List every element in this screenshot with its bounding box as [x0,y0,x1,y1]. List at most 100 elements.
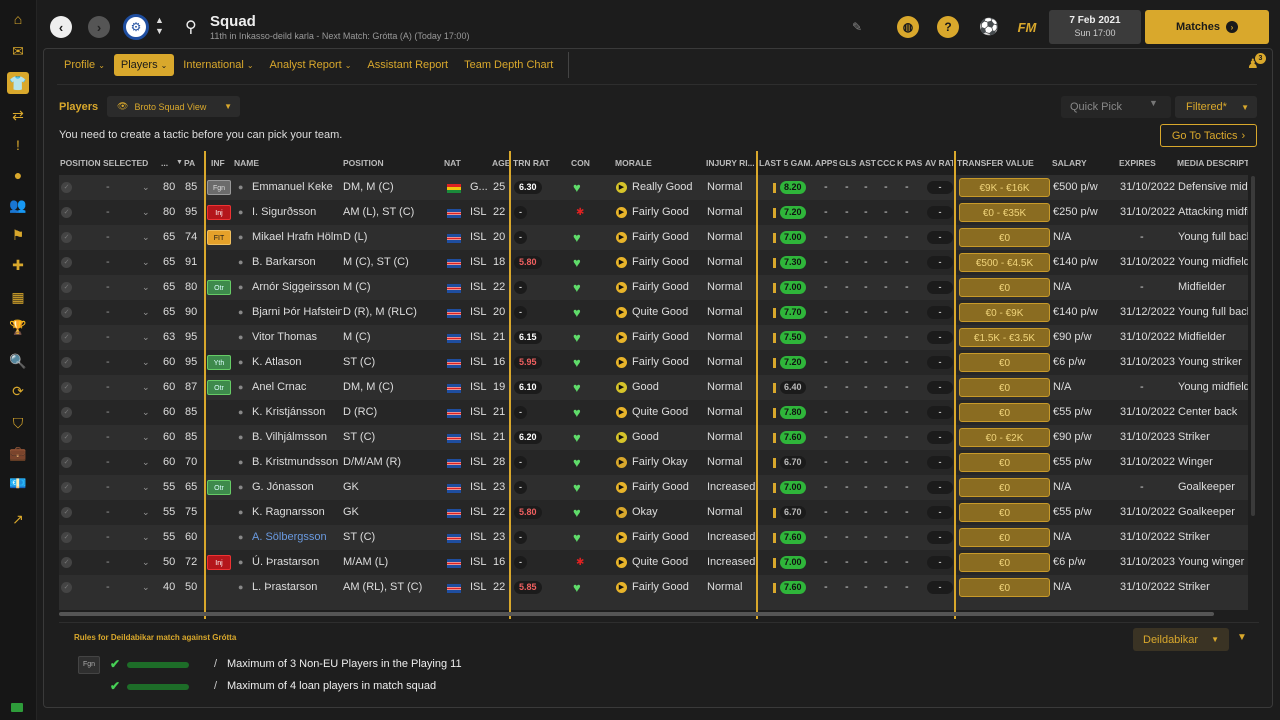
info-badge[interactable]: Otr [207,280,231,295]
tab-team-depth-chart[interactable]: Team Depth Chart [457,54,560,76]
row-expand-icon[interactable]: ⌄ [142,382,150,392]
player-name[interactable]: A. Sölbergsson [252,531,327,543]
player-name[interactable]: K. Kristjánsson [252,406,326,418]
table-row[interactable]: ✓ - ⌄ 55 60 ● A. Sölbergsson ST (C) ISL 23- ♥ ▶ Fair… [59,525,1248,550]
table-row[interactable]: ✓ - ⌄ 60 70 ● B. Kristmundsson D/M/AM (R) ISL 28-… [59,450,1248,475]
header-gls[interactable]: GLS [839,158,857,168]
matches-button[interactable]: Matches › [1145,10,1269,44]
table-row[interactable] [59,600,1248,610]
select-toggle[interactable]: ✓ [61,557,72,568]
filter-button[interactable]: Filtered* ▼ [1175,96,1257,118]
finances-icon[interactable]: 💼 [9,444,27,461]
table-row[interactable]: ✓ - ⌄ 65 74 FIT ● Mikael Hrafn Hölm D (L) ISL 20- ♥… [59,225,1248,250]
header-media[interactable]: MEDIA DESCRIPTION [1177,158,1248,168]
row-expand-icon[interactable]: ⌄ [142,332,150,342]
player-name[interactable]: Emmanuel Keke [252,181,333,193]
row-expand-icon[interactable]: ⌄ [142,432,150,442]
transfer-value[interactable]: €0 - €2K [959,428,1050,447]
club-vision-icon[interactable]: ⛉ [12,414,24,431]
header-age[interactable]: AGE [492,158,511,168]
header-expires[interactable]: EXPIRES [1119,158,1156,168]
player-name[interactable]: Anel Crnac [252,381,307,393]
table-row[interactable]: ✓ - ⌄ 60 85 ● B. Vilhjálmsson ST (C) ISL 21 6.20 ♥ ▶… [59,425,1248,450]
transfer-value[interactable]: €0 [959,553,1050,572]
transfer-value[interactable]: €0 [959,353,1050,372]
table-row[interactable]: ✓ - ⌄ 63 95 ● Vitor Thomas M (C) ISL 21 6.15 ♥ ▶ Fair… [59,325,1248,350]
squad-icon[interactable]: 👕 [7,72,29,94]
select-toggle[interactable]: ✓ [61,282,72,293]
header-morale[interactable]: MORALE [615,158,652,168]
edit-icon[interactable]: ✎ [852,20,863,34]
staff-icon[interactable]: 👥 [9,196,27,213]
player-name[interactable]: Mikael Hrafn Hölm [252,231,342,243]
back-button[interactable]: ‹ [50,16,72,38]
header-name[interactable]: NAME [234,158,260,168]
header-transfer-value[interactable]: TRANSFER VALUE [957,158,1034,168]
transfer-value[interactable]: €0 - €9K [959,303,1050,322]
tactics-icon[interactable]: ● [13,167,23,183]
tab-assistant-report[interactable]: Assistant Report [360,54,455,76]
info-badge[interactable]: Inj [207,555,231,570]
select-toggle[interactable]: ✓ [61,407,72,418]
player-name[interactable]: B. Vilhjálmsson [252,431,327,443]
globe-icon[interactable]: ◍ [897,16,919,38]
transfer-value[interactable]: €1.5K - €3.5K [959,328,1050,347]
stats-icon[interactable]: ↗ [12,510,24,527]
row-expand-icon[interactable]: ⌄ [142,482,150,492]
header-injury[interactable]: INJURY RI... [706,158,754,168]
quick-pick-button[interactable]: Quick Pick [1061,96,1171,118]
row-expand-icon[interactable]: ⌄ [142,407,150,417]
transfers-icon[interactable]: ⇄ [12,106,24,123]
header-apps[interactable]: APPS [815,158,837,168]
trophy-icon[interactable]: 🏆 [9,318,27,335]
football-icon[interactable]: ⚽ [979,19,999,36]
table-row[interactable]: ✓ - ⌄ 40 50 ● L. Þrastarson AM (RL), ST (C) ISL 2… [59,575,1248,600]
header-trn-rat[interactable]: TRN RAT [513,158,550,168]
select-toggle[interactable]: ✓ [61,307,72,318]
select-toggle[interactable]: ✓ [61,532,72,543]
transfer-value[interactable]: €0 [959,278,1050,297]
refresh-icon[interactable]: ⟳ [12,382,24,399]
table-row[interactable]: ✓ - ⌄ 65 80 Otr ● Arnór Siggeirsson M (C) ISL 22- ♥… [59,275,1248,300]
table-row[interactable]: ✓ - ⌄ 80 85 Fgn ● Emmanuel Keke DM, M (C) G... 25 6… [59,175,1248,200]
player-name[interactable]: Arnór Siggeirsson [252,281,340,293]
date-display[interactable]: 7 Feb 2021 Sun 17:00 [1049,10,1141,44]
select-toggle[interactable]: ✓ [61,332,72,343]
collapse-icon[interactable]: ▼ [1237,632,1247,643]
table-row[interactable]: ✓ - ⌄ 50 72 Inj ● Ú. Þrastarson M/AM (L) ISL 16- ✱ ▶… [59,550,1248,575]
player-name[interactable]: Bjarni Þór Hafstein [252,306,342,318]
player-name[interactable]: G. Jónasson [252,481,314,493]
player-name[interactable]: K. Atlason [252,356,302,368]
schedule-icon[interactable]: ▦ [11,288,25,305]
player-name[interactable]: Vitor Thomas [252,331,318,343]
transfer-value[interactable]: €0 [959,528,1050,547]
dynamics-icon[interactable]: ! [16,137,20,153]
row-expand-icon[interactable]: ⌄ [142,557,150,567]
scouting-icon[interactable]: 🔍 [9,352,27,369]
inbox-icon[interactable]: ✉ [12,42,24,59]
transfer-value[interactable]: €0 [959,503,1050,522]
transfer-value[interactable]: €0 - €35K [959,203,1050,222]
row-expand-icon[interactable]: ⌄ [142,307,150,317]
table-row[interactable]: ✓ - ⌄ 65 91 ● B. Barkarson M (C), ST (C) ISL 18 5.… [59,250,1248,275]
transfer-value[interactable]: €0 [959,453,1050,472]
go-to-tactics-button[interactable]: Go To Tactics › [1160,124,1257,147]
table-row[interactable]: ✓ - ⌄ 65 90 ● Bjarni Þór Hafstein D (R), M (RLC… [59,300,1248,325]
select-toggle[interactable]: ✓ [61,357,72,368]
info-badge[interactable]: Inj [207,205,231,220]
tab-analyst-report[interactable]: Analyst Report ⌄ [263,54,359,76]
table-row[interactable]: ✓ - ⌄ 60 95 Yth ● K. Atlason ST (C) ISL 16 5.95 ♥ ▶ Fa… [59,350,1248,375]
info-badge[interactable]: Otr [207,380,231,395]
row-expand-icon[interactable]: ⌄ [142,182,150,192]
notification-icon[interactable]: ♟ [1247,56,1259,71]
chevron-down-icon[interactable]: ▼ [1149,98,1158,108]
help-icon[interactable]: ? [937,16,959,38]
tab-profile[interactable]: Profile ⌄ [57,54,112,76]
select-toggle[interactable]: ✓ [61,482,72,493]
header-nat[interactable]: NAT [444,158,461,168]
select-toggle[interactable]: ✓ [61,507,72,518]
table-row[interactable]: ✓ - ⌄ 55 65 Otr ● G. Jónasson GK ISL 23- ♥ ▶ Fairly G… [59,475,1248,500]
search-icon[interactable]: ⚲ [185,19,197,36]
header-ast[interactable]: AST [859,158,876,168]
table-row[interactable]: ✓ - ⌄ 80 95 Inj ● I. Sigurðsson AM (L), ST (C) IS… [59,200,1248,225]
